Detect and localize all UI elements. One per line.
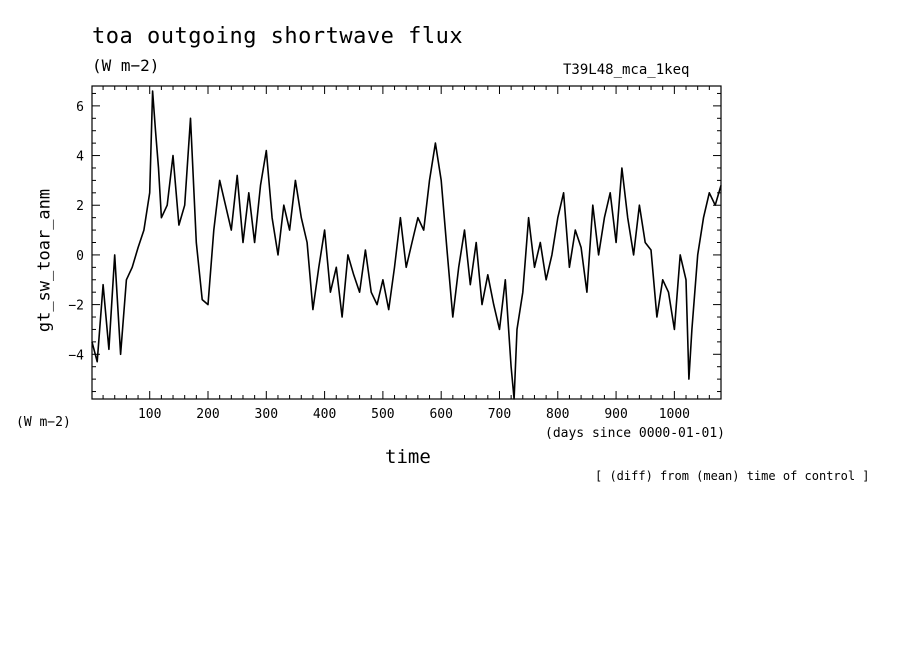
x-tick-label: 900 (604, 407, 627, 422)
y-axis-label: gt_sw_toar_anm (34, 188, 55, 333)
y-tick-label: 2 (76, 199, 84, 214)
x-tick-label: 300 (255, 407, 278, 422)
plot-frame (91, 85, 722, 400)
x-tick-label: 800 (546, 407, 569, 422)
run-name-label: T39L48_mca_1keq (563, 62, 690, 78)
x-tick-label: 600 (429, 407, 452, 422)
units-label-top: (W m−2) (92, 56, 160, 75)
x-tick-label: 200 (196, 407, 219, 422)
x-tick-label: 400 (313, 407, 336, 422)
x-axis-label: time (385, 446, 431, 468)
y-units-label: (W m−2) (16, 415, 71, 430)
y-tick-label: 6 (76, 100, 84, 115)
y-tick-label: −4 (68, 348, 84, 363)
series-line (91, 90, 722, 400)
y-tick-label: 4 (76, 150, 84, 165)
x-tick-label: 1000 (659, 407, 690, 422)
chart-title: toa outgoing shortwave flux (92, 24, 464, 49)
y-tick-label: −2 (68, 299, 84, 314)
x-tick-label: 500 (371, 407, 394, 422)
x-axis-units-label: (days since 0000-01-01) (545, 426, 726, 441)
x-tick-label: 100 (138, 407, 161, 422)
y-tick-label: 0 (76, 249, 84, 264)
x-tick-label: 700 (488, 407, 511, 422)
footnote: [ (diff) from (mean) time of control ] (595, 469, 870, 483)
